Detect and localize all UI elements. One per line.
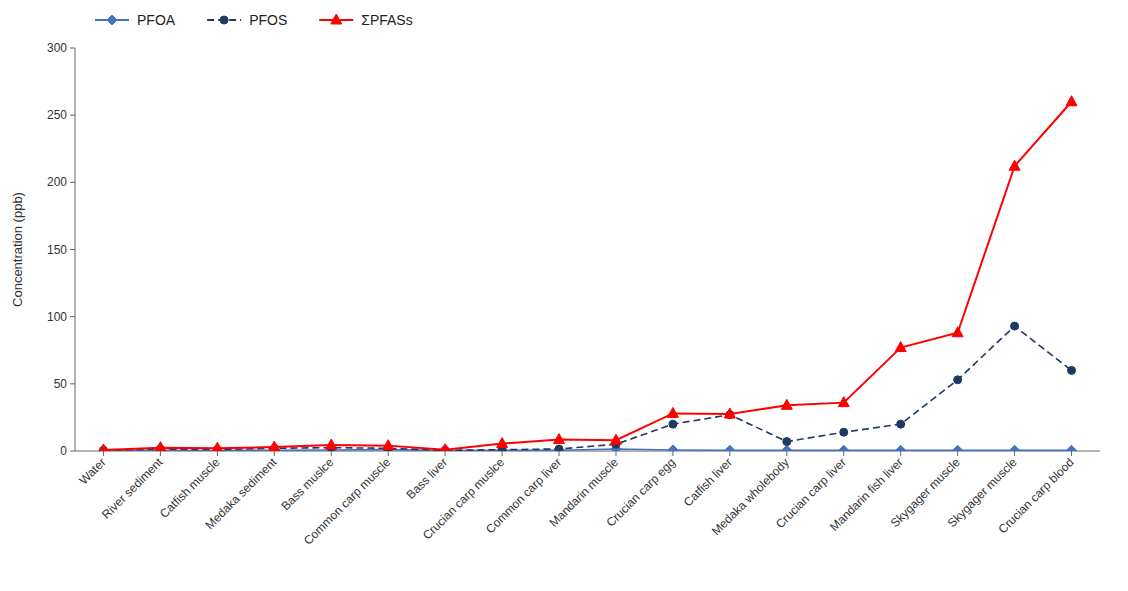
plot-area [98,96,1077,451]
y-tick-label: 100 [47,310,67,324]
point [555,445,563,451]
x-tick [103,451,104,456]
series [99,322,1075,451]
x-tick [786,451,787,456]
point [725,445,735,451]
y-axis-label: Concentration (ppb) [10,192,25,307]
series-line [103,102,1071,450]
point [895,342,906,352]
point [781,399,792,409]
y-tick [70,182,75,183]
x-tick-label: Common carp muscle [301,455,394,548]
y-tick-label: 300 [47,41,67,55]
point [953,445,963,451]
point [897,420,905,428]
x-tick-label: Bass liver [404,455,451,502]
x-tick-label: Medaka sediment [203,455,280,532]
x-tick [1071,451,1072,456]
x-tick [1014,451,1015,456]
x-tick [217,451,218,456]
point [1010,445,1020,451]
point [155,442,166,451]
point [724,408,735,418]
y-tick-label: 200 [47,175,67,189]
point [839,445,849,451]
y-tick [70,316,75,317]
x-tick-label: Crucian carp blood [996,455,1077,536]
x-tick-label: Water [76,455,108,487]
x-tick [160,451,161,456]
point [326,439,337,449]
point [1011,322,1019,330]
x-tick [559,451,560,456]
y-tick [70,48,75,49]
point [1066,96,1077,106]
point [668,445,678,451]
legend: PFOA PFOS ΣPFASs [95,12,413,28]
x-tick [615,451,616,456]
point [98,444,109,451]
y-tick [70,383,75,384]
x-tick [957,451,958,456]
point [554,445,564,451]
point [782,445,792,451]
point [383,440,394,450]
point [1068,366,1076,374]
x-tick [388,451,389,456]
x-tick [331,451,332,456]
point [669,420,677,428]
y-tick [70,249,75,250]
x-tick-label: Bass muslce [278,455,336,513]
x-tick-label: River sediment [99,455,166,522]
y-tick [70,451,75,452]
y-tick-label: 50 [54,377,68,391]
series-line [103,326,1071,450]
x-tick [445,451,446,456]
x-tick-label: Crucian carp egg [604,455,679,530]
point [840,428,848,436]
point [554,434,565,444]
point [610,434,621,444]
point [896,445,906,451]
x-tick [729,451,730,456]
point [952,327,963,337]
point [1009,160,1020,170]
point [954,376,962,384]
series [98,96,1077,451]
point [667,407,678,417]
x-tick [900,451,901,456]
x-tick-label: Catfish liver [681,455,735,509]
legend-marker [220,16,228,24]
legend-label: PFOS [249,12,287,28]
point [497,438,508,448]
y-tick-label: 0 [60,444,67,458]
point [838,397,849,407]
point [1067,445,1077,451]
legend-label: PFOA [137,12,176,28]
x-tick [502,451,503,456]
x-tick [274,451,275,456]
x-tick [672,451,673,456]
legend-marker [331,14,342,24]
y-tick [70,115,75,116]
legend-marker [107,15,117,25]
x-tick [843,451,844,456]
point [783,438,791,446]
chart: 0 50 100 150 200 250 300 Concentration (ppb) Wat… [0,0,1128,591]
point [440,444,451,451]
point [212,442,223,451]
point [269,441,280,451]
y-tick-label: 250 [47,108,67,122]
legend-label: ΣPFASs [361,12,412,28]
y-tick-label: 150 [47,243,67,257]
